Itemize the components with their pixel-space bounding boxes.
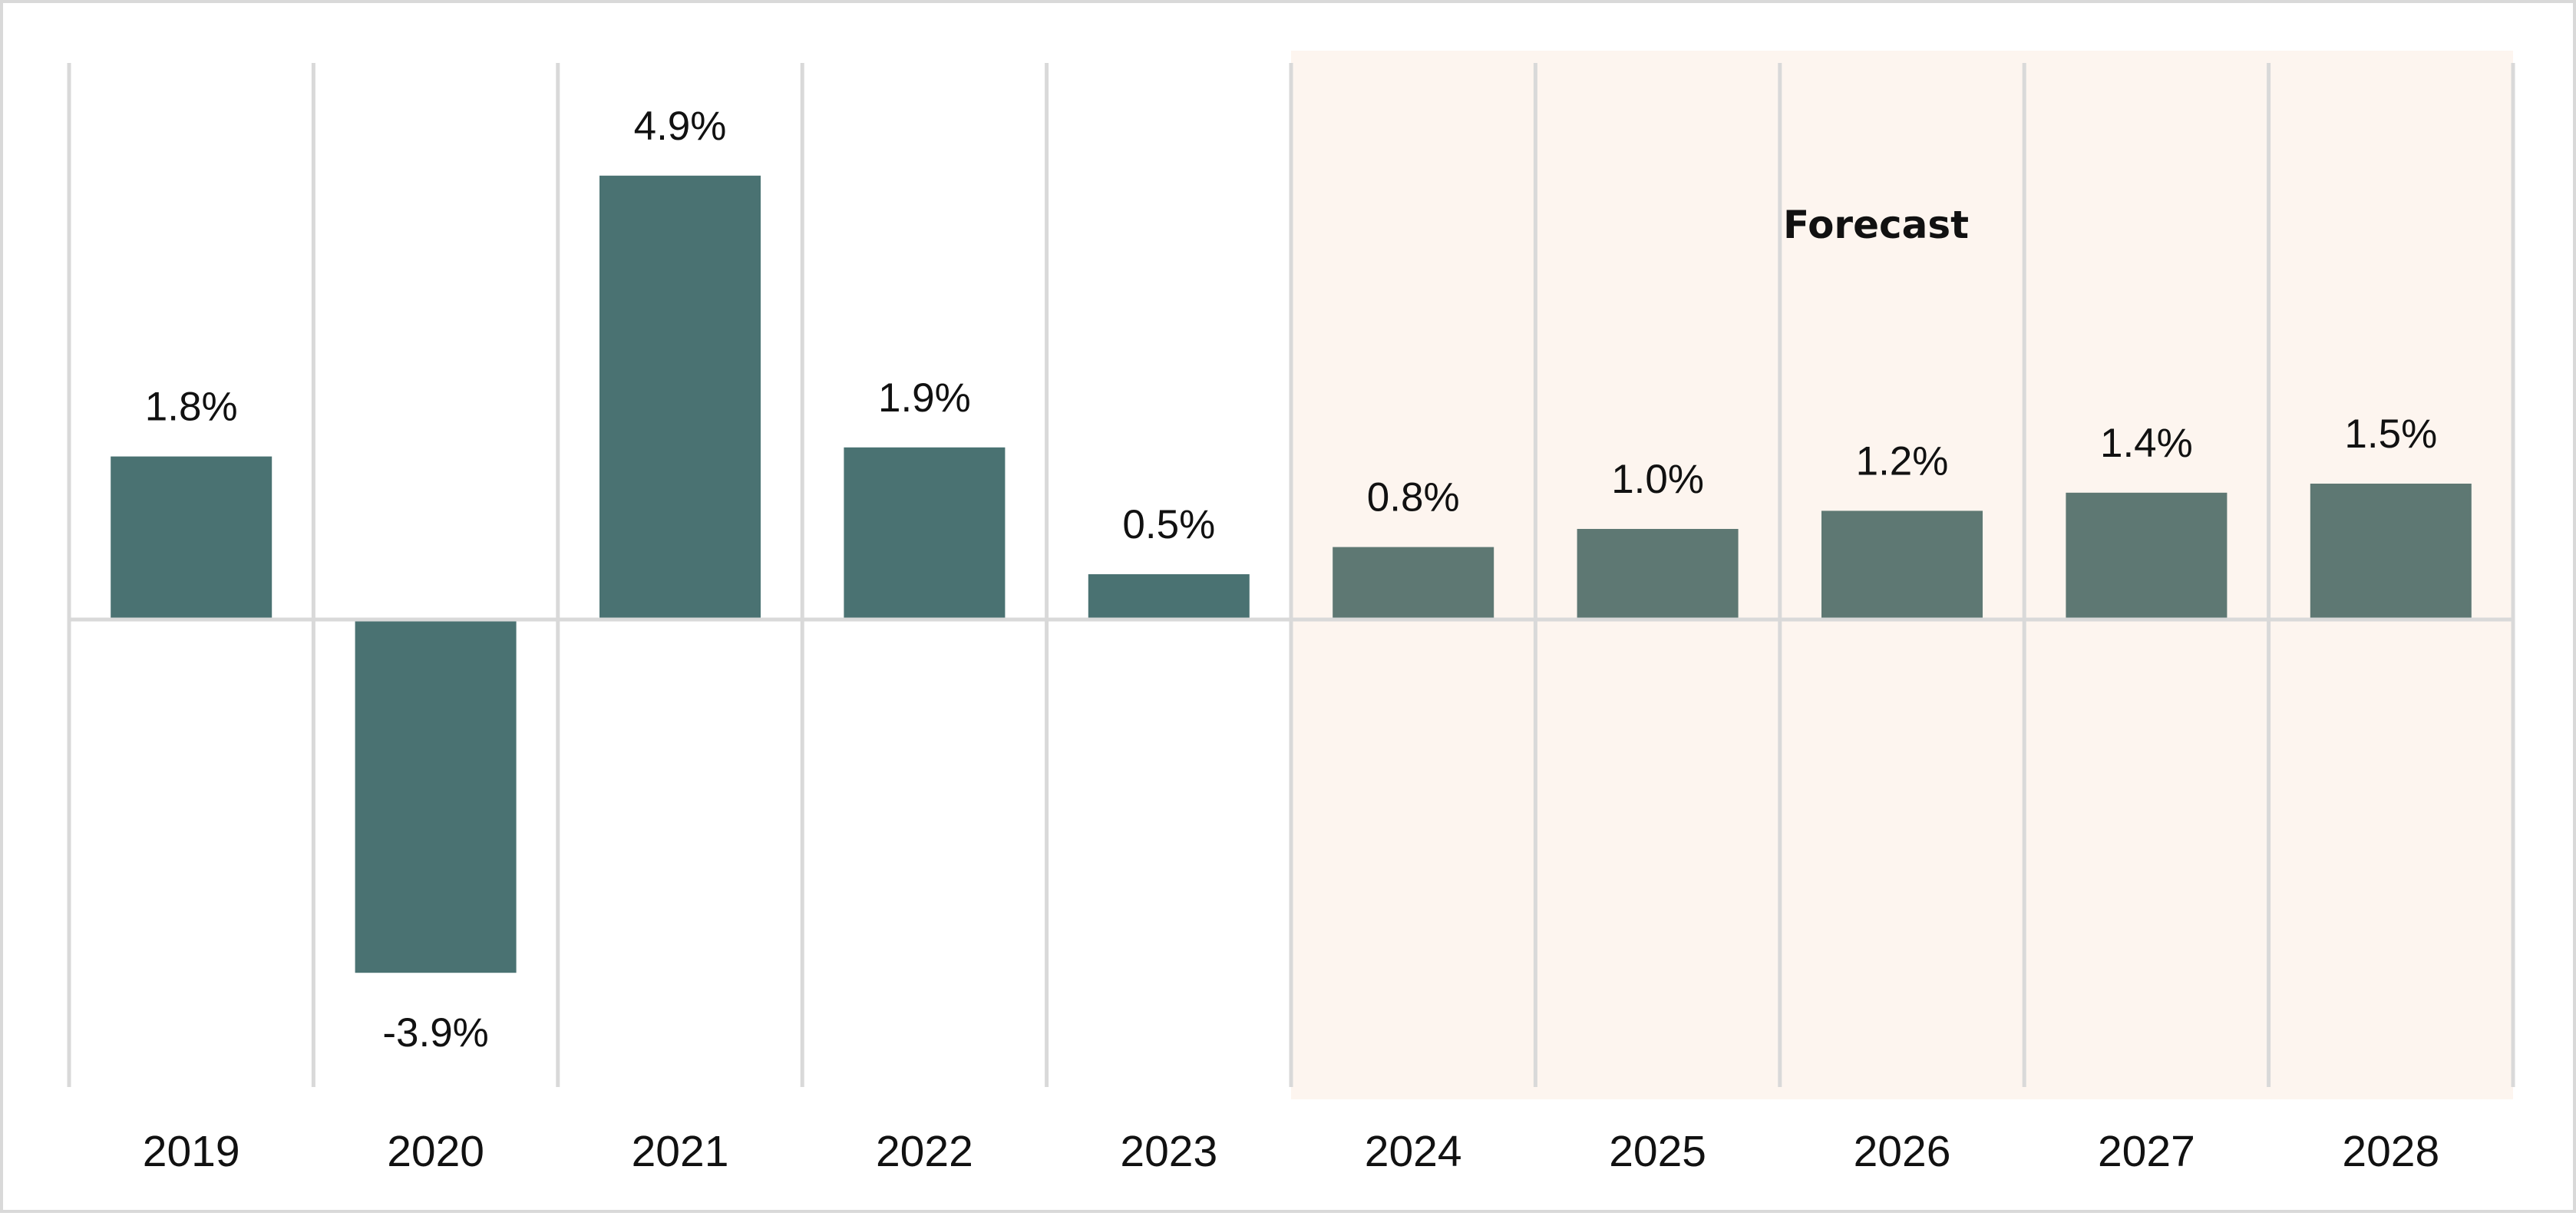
tick-label-2026: 2026 bbox=[1854, 1127, 1951, 1176]
tick-label-2020: 2020 bbox=[387, 1127, 484, 1176]
value-label-2026: 1.2% bbox=[1856, 438, 1949, 484]
tick-label-2023: 2023 bbox=[1120, 1127, 1217, 1176]
bar-2020 bbox=[355, 620, 517, 973]
tick-label-2028: 2028 bbox=[2342, 1127, 2439, 1176]
bar-2026 bbox=[1821, 511, 1983, 620]
bar-2027 bbox=[2066, 492, 2228, 620]
tick-label-2021: 2021 bbox=[632, 1127, 729, 1176]
tick-label-2024: 2024 bbox=[1365, 1127, 1462, 1176]
value-label-2020: -3.9% bbox=[382, 1010, 488, 1056]
tick-label-2027: 2027 bbox=[2098, 1127, 2195, 1176]
value-label-2021: 4.9% bbox=[634, 104, 727, 149]
value-label-2024: 0.8% bbox=[1367, 475, 1460, 520]
bar-2023 bbox=[1088, 574, 1250, 620]
bar-2024 bbox=[1333, 547, 1494, 620]
bar-2021 bbox=[599, 175, 761, 620]
bar-chart: 1.8% -3.9% 4.9% 1.9% 0.5% 0.8% 1.0% 1.2% 1.4% 1.5… bbox=[67, 51, 2515, 1176]
tick-label-2019: 2019 bbox=[143, 1127, 240, 1176]
value-label-2019: 1.8% bbox=[145, 385, 238, 430]
x-axis-tick-labels: 2019 2020 2021 2022 2023 2024 2025 2026 2027 2028 bbox=[143, 1127, 2439, 1176]
bar-2025 bbox=[1577, 529, 1739, 620]
annotations: Forecast bbox=[1783, 203, 1969, 247]
value-label-2028: 1.5% bbox=[2344, 411, 2437, 457]
bars bbox=[111, 175, 2472, 973]
value-label-2027: 1.4% bbox=[2100, 421, 2193, 466]
value-label-2023: 0.5% bbox=[1122, 502, 1215, 547]
bar-2022 bbox=[844, 447, 1006, 620]
gridlines bbox=[67, 63, 2515, 1087]
value-label-2022: 1.9% bbox=[878, 375, 971, 421]
bar-2028 bbox=[2310, 484, 2472, 620]
bar-2019 bbox=[111, 456, 272, 620]
value-label-2025: 1.0% bbox=[1611, 457, 1704, 502]
forecast-annotation-label: Forecast bbox=[1783, 203, 1969, 247]
tick-label-2022: 2022 bbox=[876, 1127, 973, 1176]
value-labels: 1.8% -3.9% 4.9% 1.9% 0.5% 0.8% 1.0% 1.2% 1.4% 1.5… bbox=[145, 104, 2437, 1056]
tick-label-2025: 2025 bbox=[1609, 1127, 1706, 1176]
